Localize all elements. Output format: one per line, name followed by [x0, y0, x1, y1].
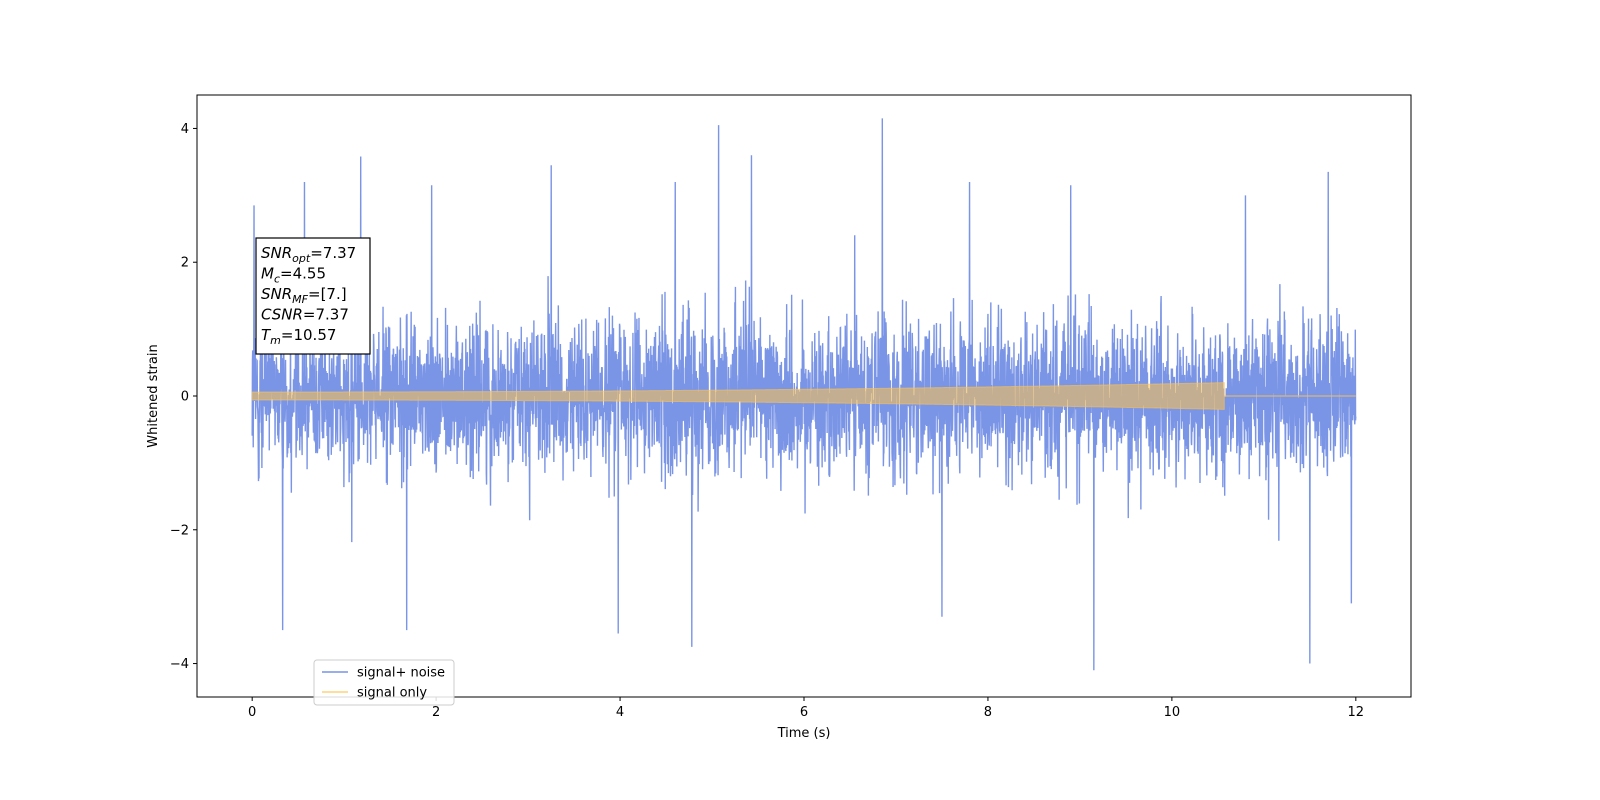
x-axis: 0 2 4 6 8 10 12 — [248, 697, 1364, 720]
plot-area — [251, 118, 1357, 671]
annotation-frame — [255, 237, 371, 355]
x-tick-label: 12 — [1348, 705, 1365, 720]
annotation-line: SNRMF=[7.] — [261, 285, 347, 306]
annotation-line: Tm=10.57 — [261, 326, 336, 347]
y-tick-label: −4 — [170, 657, 189, 672]
x-tick-label: 0 — [248, 705, 256, 720]
legend-entry: signal only — [357, 686, 427, 701]
annotation-line: SNRopt=7.37 — [261, 244, 356, 265]
x-tick-label: 4 — [616, 705, 624, 720]
series-signal-plus-noise — [251, 118, 1357, 671]
y-tick-label: 2 — [181, 256, 189, 271]
annotation-line: Mc=4.55 — [261, 265, 326, 286]
annotation-line: CSNR=7.37 — [261, 306, 349, 324]
y-tick-label: 4 — [181, 122, 189, 137]
y-tick-label: −2 — [170, 523, 189, 538]
series-signal-only — [251, 382, 1225, 410]
y-axis-label: Whitened strain — [146, 344, 161, 447]
y-axis: −4 −2 0 2 4 — [170, 122, 197, 672]
legend-frame — [313, 659, 455, 706]
x-tick-label: 8 — [984, 705, 992, 720]
legend: signal+ noise signal only — [313, 659, 455, 706]
x-tick-label: 10 — [1164, 705, 1181, 720]
legend-entry: signal+ noise — [357, 666, 445, 681]
x-tick-label: 6 — [800, 705, 808, 720]
y-tick-label: 0 — [181, 390, 189, 405]
x-axis-label: Time (s) — [777, 726, 831, 741]
x-tick-label: 2 — [432, 705, 440, 720]
